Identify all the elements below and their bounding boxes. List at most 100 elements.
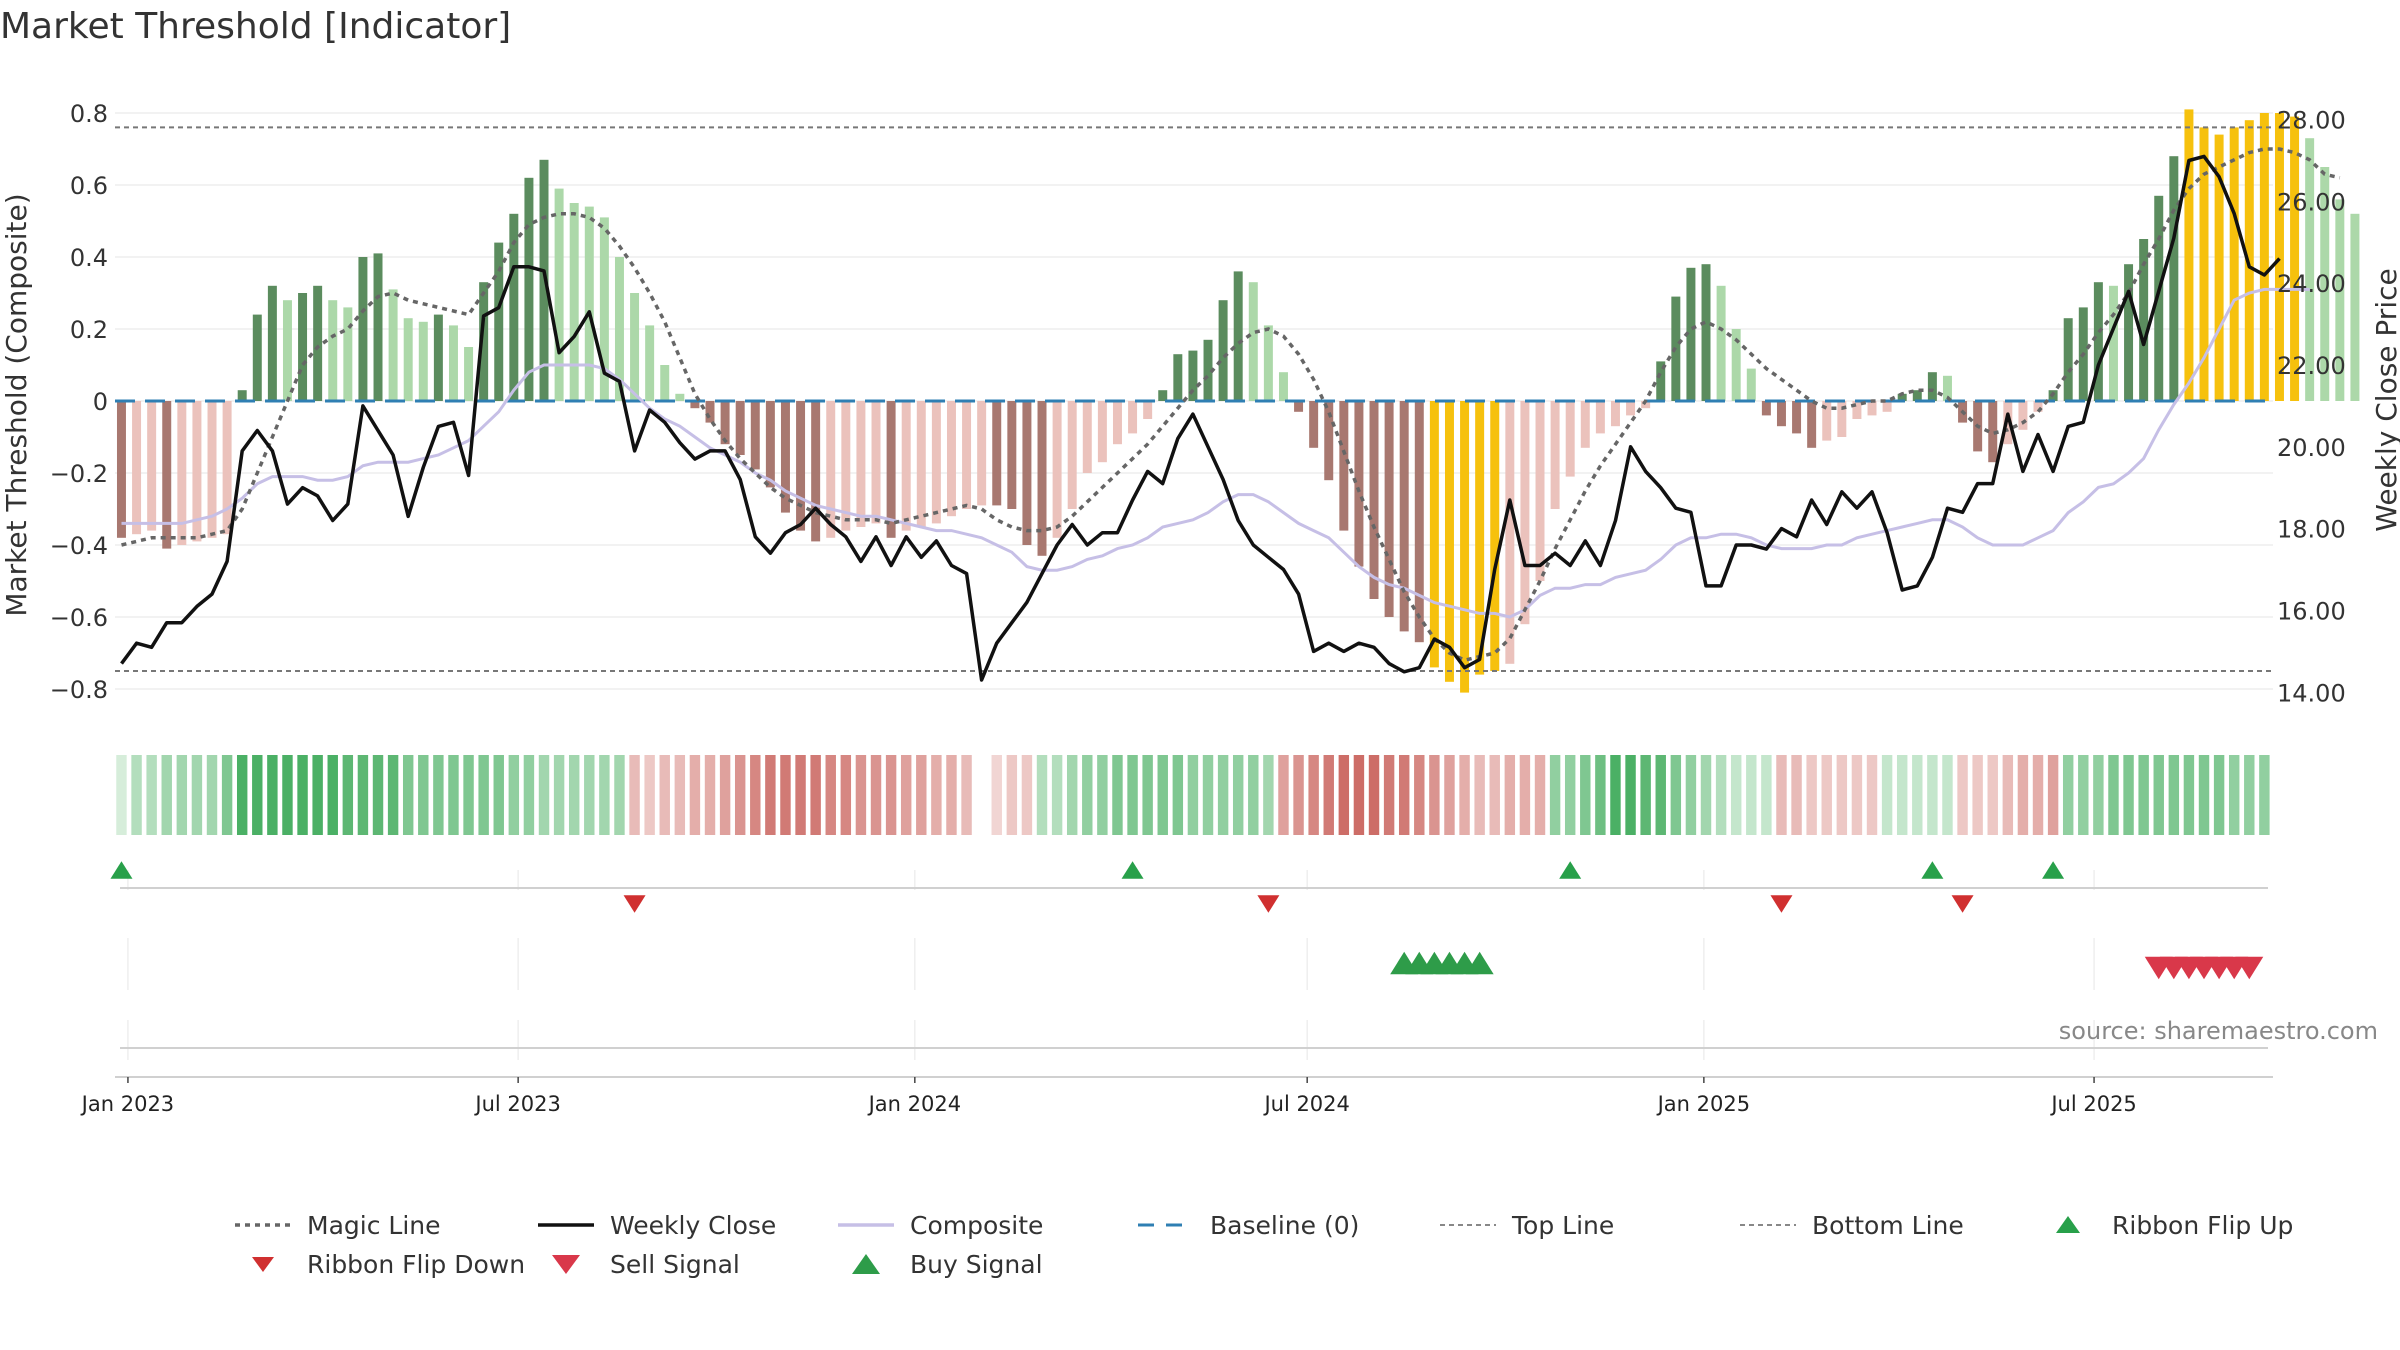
ribbon-cell [1157,755,1168,835]
ribbon-cell [1112,755,1123,835]
ribbon-cell [448,755,459,835]
ribbon-cell [991,755,1002,835]
ribbon-cell [1549,755,1561,835]
ribbon-cell [1444,755,1455,835]
composite-bar [252,314,262,401]
ribbon-cell [1398,755,1410,835]
composite-bar [1460,401,1470,693]
composite-bar [207,401,217,538]
ribbon-cell [1142,755,1153,835]
ribbon-cell [1187,755,1199,835]
ribbon-cell [282,755,293,835]
ribbon-cell [2002,755,2014,835]
ribbon-cell [916,755,927,835]
y2-tick-label: 24.00 [2277,270,2346,298]
ribbon-cell [387,755,399,835]
buy-signal-marker [1465,951,1494,975]
ribbon-cell [1021,755,1033,835]
composite-bar [2320,167,2330,401]
ribbon-cell [1383,755,1395,835]
composite-bar [811,401,821,542]
ribbon-cell [176,755,188,835]
y2-tick-label: 20.00 [2277,434,2346,462]
composite-bar [584,206,594,401]
composite-bar [1731,329,1741,401]
ribbon-cell [1127,755,1138,835]
composite-bar [1641,401,1651,409]
composite-bar [841,401,851,531]
composite-bar [2274,113,2284,401]
ribbon-cell [1353,755,1365,835]
ribbon-cell [1670,755,1682,835]
composite-bar [2214,134,2224,401]
ribbon-cell [1217,755,1229,835]
composite-bar [614,257,624,401]
composite-bar [1067,401,1077,509]
legend-label: Weekly Close [610,1211,776,1240]
ribbon-cell [1881,755,1893,835]
ribbon-cell [191,755,203,835]
y2-tick-label: 16.00 [2277,597,2346,625]
ribbon-cell [1746,755,1757,835]
composite-bar [1112,401,1122,445]
composite-bar [1369,401,1379,599]
y-tick-label: −0.2 [50,460,108,488]
ribbon-cell [2138,755,2149,835]
composite-bar [1988,401,1998,463]
legend-label: Sell Signal [610,1250,740,1279]
composite-bar [1354,401,1364,567]
ribbon-cell [2259,755,2270,835]
composite-bar [448,325,458,401]
ribbon-cell [2183,755,2195,835]
composite-bar [2229,127,2239,402]
composite-bar [313,285,323,401]
ribbon-cell [538,755,550,835]
composite-bar [1792,401,1802,434]
composite-bar [1233,271,1243,401]
composite-bar [1837,401,1847,437]
y-tick-label: 0.2 [70,316,108,344]
composite-bar [1052,401,1062,538]
ribbon-cell [1610,755,1621,835]
legend-label: Top Line [1511,1211,1614,1240]
composite-bar [1701,264,1711,401]
x-tick-label: Jul 2023 [473,1092,560,1116]
legend-label: Ribbon Flip Up [2112,1211,2293,1240]
composite-bar [946,401,956,517]
y-tick-label: −0.8 [50,676,108,704]
ribbon-cell [327,755,338,835]
weekly-close-line [120,154,2281,682]
composite-bar [1550,401,1560,509]
composite-bar [599,217,609,401]
composite-bar [1927,372,1937,401]
ribbon-cell [221,755,233,835]
composite-bar [1278,372,1288,401]
ribbon-cell [312,755,323,835]
ribbon-flip-down-marker [1257,895,1280,913]
legend-swatch-ribbon-flip-down [252,1257,274,1272]
composite-bar [916,401,926,527]
ribbon-cell [2093,755,2104,835]
source-note: source: sharemaestro.com [2059,1017,2378,1045]
ribbon-cell [1066,755,1078,835]
composite-bar [1203,339,1213,401]
composite-bar [1173,354,1183,401]
composite-bar [116,401,126,538]
composite-bar [1158,390,1168,401]
composite-bar [433,314,443,401]
composite-bar [720,401,730,445]
y2-tick-label: 28.00 [2277,107,2346,135]
ribbon-cell [885,755,897,835]
signal-panel-grid [115,870,2273,1078]
composite-bar [645,325,655,401]
composite-bar [147,401,157,531]
ribbon-cell [1429,755,1440,835]
ribbon-cell [1564,755,1576,835]
composite-bar [765,401,775,488]
composite-bar [2124,264,2134,401]
ribbon-cell [1912,755,1923,835]
ribbon-cell [2213,755,2225,835]
ribbon-cell [644,755,655,835]
ribbon-cell [372,755,384,835]
composite-bar [2259,113,2269,401]
